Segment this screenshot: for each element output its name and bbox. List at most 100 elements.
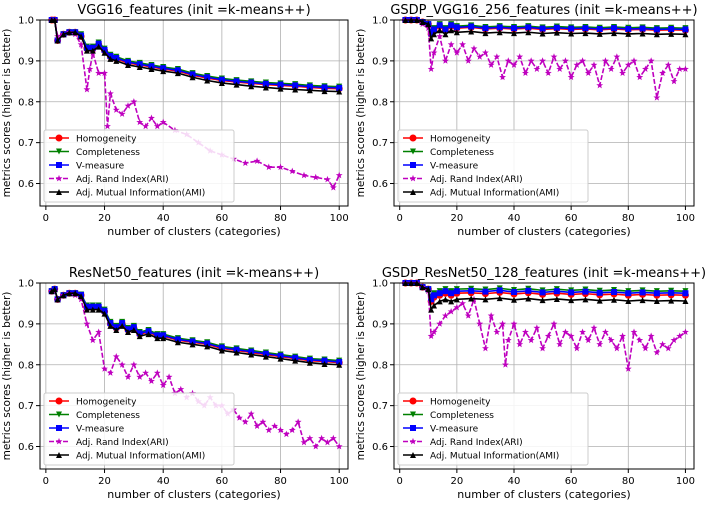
- data-point: [625, 297, 632, 304]
- data-point: [89, 306, 96, 313]
- data-point: [553, 29, 560, 36]
- data-point: [277, 355, 284, 362]
- data-point: [247, 410, 255, 417]
- legend-marker: [55, 174, 63, 182]
- data-point: [504, 57, 512, 64]
- data-point: [525, 287, 532, 294]
- data-point: [430, 49, 438, 56]
- data-point: [153, 369, 161, 376]
- data-point: [204, 343, 211, 350]
- data-point: [336, 361, 343, 368]
- x-tick-label: 60: [565, 213, 578, 224]
- data-point: [83, 320, 91, 327]
- y-tick-label: 1.0: [18, 16, 34, 27]
- data-point: [487, 312, 495, 319]
- legend-marker: [55, 437, 63, 445]
- data-point: [676, 332, 684, 340]
- legend-item: Adj. Mutual Information(AMI): [49, 452, 205, 462]
- data-point: [619, 69, 626, 77]
- data-point: [653, 31, 660, 38]
- data-point: [428, 30, 435, 37]
- data-point: [624, 61, 632, 68]
- data-point: [568, 25, 575, 32]
- data-point: [248, 79, 255, 86]
- x-tick-label: 40: [157, 213, 170, 224]
- data-point: [682, 31, 689, 38]
- legend-marker: [56, 452, 62, 458]
- legend-label: Adj. Rand Index(ARI): [76, 175, 169, 185]
- data-point: [292, 86, 299, 93]
- x-tick-label: 20: [450, 476, 463, 487]
- data-point: [294, 418, 302, 425]
- data-point: [636, 336, 644, 344]
- legend-marker: [410, 425, 416, 431]
- data-point: [639, 30, 646, 37]
- data-point: [482, 296, 489, 303]
- data-point: [77, 40, 85, 48]
- data-point: [448, 22, 455, 29]
- data-point: [668, 289, 675, 296]
- y-tick-label: 0.8: [372, 97, 388, 108]
- data-point: [265, 163, 273, 171]
- data-point: [482, 30, 489, 37]
- data-point: [670, 336, 678, 344]
- data-point: [653, 348, 661, 356]
- data-point: [233, 78, 240, 85]
- data-point: [48, 288, 55, 295]
- data-point: [579, 328, 586, 335]
- data-point: [125, 329, 131, 336]
- data-point: [611, 25, 617, 32]
- data-point: [533, 65, 541, 72]
- data-point: [442, 288, 449, 295]
- legend-item: Homogeneity: [49, 397, 137, 408]
- legend: Homogeneity Completeness V-measure Adj. Ran…: [397, 392, 589, 466]
- legend-item: Completeness: [49, 411, 140, 421]
- data-point: [321, 84, 328, 91]
- data-point: [525, 24, 532, 31]
- data-point: [130, 98, 138, 105]
- legend-label: Adj. Mutual Information(AMI): [76, 189, 205, 199]
- data-point: [442, 31, 449, 38]
- series-adj-mutual-information-ami-: [402, 17, 689, 42]
- legend-marker: [409, 437, 417, 445]
- data-point: [218, 79, 225, 86]
- data-point: [95, 43, 102, 50]
- data-point: [568, 297, 575, 304]
- data-point: [321, 360, 328, 367]
- data-point: [553, 24, 560, 31]
- data-point: [86, 65, 94, 72]
- data-point: [306, 87, 313, 94]
- data-point: [436, 32, 444, 40]
- data-point: [335, 171, 343, 179]
- y-tick-label: 0.6: [18, 442, 34, 453]
- data-point: [174, 70, 181, 77]
- y-tick-label: 0.7: [372, 138, 388, 149]
- data-point: [584, 69, 592, 77]
- data-point: [119, 322, 126, 329]
- data-point: [130, 361, 138, 368]
- data-point: [544, 332, 552, 340]
- data-point: [539, 297, 546, 304]
- data-point: [459, 40, 466, 48]
- data-point: [453, 24, 460, 31]
- data-point: [539, 25, 546, 32]
- legend-item: Adj. Mutual Information(AMI): [403, 189, 559, 199]
- data-point: [613, 53, 621, 60]
- data-point: [522, 69, 529, 77]
- data-point: [107, 322, 114, 329]
- data-point: [584, 336, 592, 344]
- data-point: [613, 344, 621, 352]
- data-point: [453, 288, 460, 295]
- data-point: [639, 289, 646, 296]
- data-point: [602, 57, 609, 64]
- legend-marker: [56, 189, 62, 195]
- data-point: [148, 66, 155, 73]
- data-point: [142, 369, 150, 376]
- data-point: [324, 175, 331, 183]
- data-point: [113, 327, 120, 334]
- legend-marker: [410, 411, 416, 418]
- data-point: [160, 335, 167, 342]
- legend-marker: [409, 174, 417, 182]
- data-point: [562, 57, 569, 64]
- data-point: [568, 30, 575, 37]
